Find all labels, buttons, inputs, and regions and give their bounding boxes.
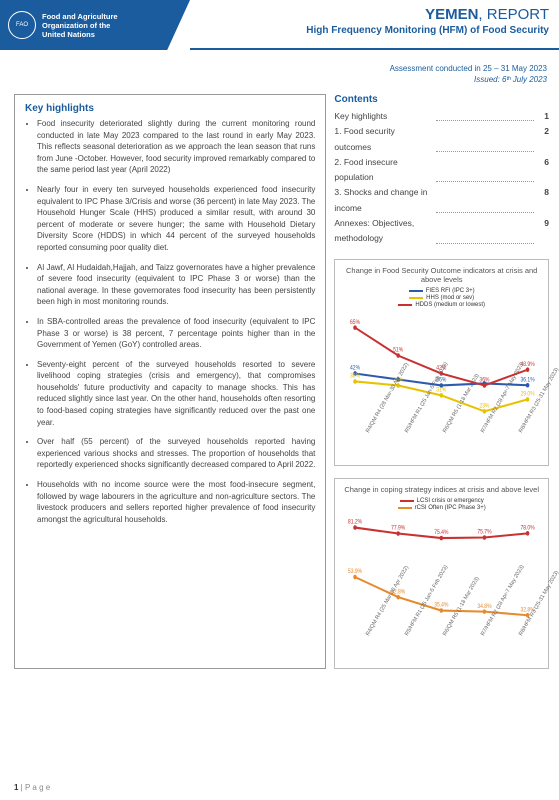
toc-label: 1. Food security outcomes <box>334 124 432 155</box>
key-highlights-title: Key highlights <box>25 103 315 114</box>
svg-text:81.2%: 81.2% <box>348 519 362 526</box>
chart2-title: Change in coping strategy indices at cri… <box>341 485 542 494</box>
toc-row: Key highlights 1 <box>334 109 549 124</box>
key-highlight-item: Over half (55 percent) of the surveyed h… <box>37 436 315 471</box>
svg-text:36%: 36% <box>480 377 490 384</box>
svg-text:34.8%: 34.8% <box>478 603 492 610</box>
toc-dots <box>436 155 534 183</box>
toc-row: Annexes: Objectives, methodology 9 <box>334 216 549 247</box>
svg-text:23%: 23% <box>480 403 490 410</box>
svg-text:35.4%: 35.4% <box>435 602 449 609</box>
main-columns: Key highlights Food insecurity deteriora… <box>0 84 559 669</box>
svg-text:42%: 42% <box>350 365 360 372</box>
key-highlight-item: In SBA-controlled areas the prevalence o… <box>37 316 315 351</box>
toc-page: 9 <box>537 216 549 247</box>
chart1-xlabels: R4/QM R4 (28 Mar-30 Apr 2022)R5/HFM R1 (… <box>351 431 542 437</box>
chart2-legend: LCSI crisis or emergencyrCSI Often (IPC … <box>341 498 542 511</box>
issued-date: Issued: 6ᵗʰ July 2023 <box>0 75 547 84</box>
key-highlight-item: Seventy-eight percent of the surveyed ho… <box>37 359 315 429</box>
page-footer: 1 | P a g e <box>14 783 50 792</box>
chart1-title: Change in Food Security Outcome indicato… <box>341 266 542 284</box>
svg-text:38%: 38% <box>350 373 360 380</box>
report-subtitle: High Frequency Monitoring (HFM) of Food … <box>306 25 549 36</box>
svg-text:77.9%: 77.9% <box>391 525 405 532</box>
fao-logo-icon: FAO <box>8 11 36 39</box>
org-line: United Nations <box>42 30 118 39</box>
chart1-legend: FIES RFI (IPC 3+)HHS (mod or sev)HDDS (m… <box>341 288 542 308</box>
svg-text:29.0%: 29.0% <box>521 391 535 398</box>
svg-text:31%: 31% <box>437 387 447 394</box>
toc-dots <box>436 216 534 244</box>
svg-text:75.4%: 75.4% <box>435 529 449 536</box>
report-title-block: YEMEN, REPORT High Frequency Monitoring … <box>306 6 549 36</box>
legend-item: LCSI crisis or emergency <box>400 498 484 504</box>
fao-org-name: Food and Agriculture Organization of the… <box>42 12 118 39</box>
report-country: YEMEN, REPORT <box>306 6 549 23</box>
toc-row: 2. Food insecure population 6 <box>334 155 549 186</box>
svg-text:53.9%: 53.9% <box>348 568 362 575</box>
svg-text:75.7%: 75.7% <box>478 529 492 536</box>
toc-row: 1. Food security outcomes 2 <box>334 124 549 155</box>
toc-page: 8 <box>537 185 549 216</box>
toc-label: Key highlights <box>334 109 432 124</box>
svg-text:51%: 51% <box>394 347 404 354</box>
right-column: Contents Key highlights11. Food security… <box>334 94 549 669</box>
org-line: Food and Agriculture <box>42 12 118 21</box>
key-highlights-box: Key highlights Food insecurity deteriora… <box>14 94 326 669</box>
table-of-contents: Key highlights11. Food security outcomes… <box>334 109 549 247</box>
chart-food-security-outcomes: Change in Food Security Outcome indicato… <box>334 259 549 466</box>
toc-dots <box>436 185 534 213</box>
toc-page: 1 <box>537 109 549 124</box>
toc-label: Annexes: Objectives, methodology <box>334 216 432 247</box>
svg-text:65%: 65% <box>350 319 360 326</box>
toc-page: 6 <box>537 155 549 186</box>
toc-dots <box>436 109 534 121</box>
key-highlight-item: Al Jawf, Al Hudaidah,Hajjah, and Taizz g… <box>37 262 315 308</box>
fao-brand: FAO Food and Agriculture Organization of… <box>0 0 190 50</box>
toc-label: 2. Food insecure population <box>334 155 432 186</box>
svg-text:78.0%: 78.0% <box>521 525 535 532</box>
toc-dots <box>436 124 534 152</box>
key-highlight-item: Households with no income source were th… <box>37 479 315 525</box>
chart2-xlabels: R4/QM R4 (25 Mar-30 Apr 2022)R5/HFM R1 (… <box>351 634 542 640</box>
chart-coping-strategy: Change in coping strategy indices at cri… <box>334 478 549 669</box>
toc-page: 2 <box>537 124 549 155</box>
legend-item: HDDS (medium or lowest) <box>398 302 485 308</box>
toc-row: 3. Shocks and change in income 8 <box>334 185 549 216</box>
assessment-date: Assessment conducted in 25 – 31 May 2023 <box>0 64 547 73</box>
header-divider <box>190 48 559 50</box>
legend-item: HHS (mod or sev) <box>409 295 474 301</box>
svg-text:36.1%: 36.1% <box>521 377 535 384</box>
legend-item: rCSI Often (IPC Phase 3+) <box>398 505 486 511</box>
key-highlight-item: Nearly four in every ten surveyed househ… <box>37 184 315 254</box>
header: FAO Food and Agriculture Organization of… <box>0 0 559 58</box>
legend-item: FIES RFI (IPC 3+) <box>409 288 475 294</box>
toc-label: 3. Shocks and change in income <box>334 185 432 216</box>
key-highlights-list: Food insecurity deteriorated slightly du… <box>25 118 315 525</box>
key-highlight-item: Food insecurity deteriorated slightly du… <box>37 118 315 176</box>
contents-title: Contents <box>334 94 549 105</box>
org-line: Organization of the <box>42 21 118 30</box>
